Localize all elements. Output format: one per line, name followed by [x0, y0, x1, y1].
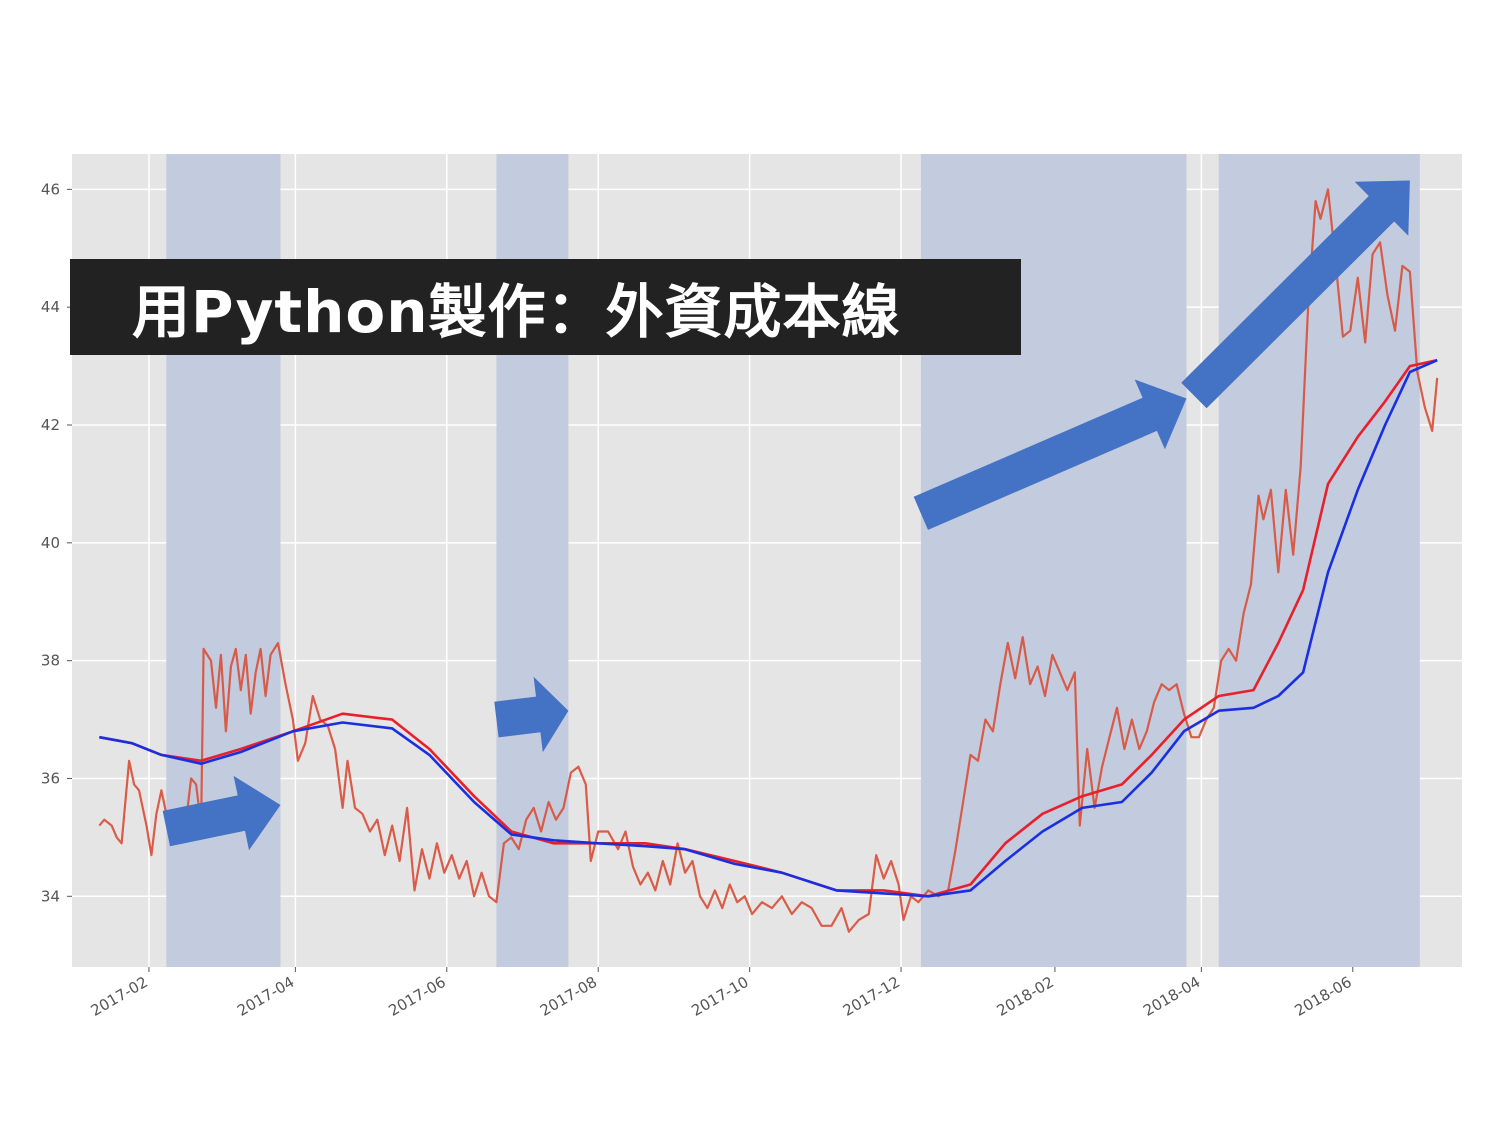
y-tick-label: 38: [41, 652, 60, 670]
x-tick-label: 2017-10: [688, 973, 751, 1020]
y-tick-label: 46: [41, 180, 60, 198]
x-tick-label: 2017-04: [234, 973, 297, 1020]
trend-arrow: [913, 379, 1187, 530]
banner-title: 用Python製作：外資成本線: [132, 278, 901, 346]
trend-arrows: [162, 180, 1410, 851]
x-tick-label: 2017-06: [386, 973, 449, 1020]
x-tick-label: 2017-08: [537, 973, 600, 1020]
y-tick-label: 40: [41, 534, 60, 552]
x-tick-label: 2017-12: [840, 973, 903, 1020]
series-line-cost-blue: [99, 359, 1438, 898]
title-banner: 用Python製作：外資成本線: [70, 259, 1021, 355]
x-tick-label: 2018-06: [1291, 973, 1354, 1020]
y-tick-label: 44: [41, 298, 60, 316]
trend-arrow: [494, 676, 569, 753]
series-line-cost-red: [99, 358, 1438, 898]
x-tick-label: 2018-02: [994, 973, 1057, 1020]
x-axis-ticks: 2017-02 2017-04 2017-06 2017-08 2017-10 2017-…: [88, 967, 1355, 1020]
x-tick-label: 2018-04: [1140, 973, 1203, 1020]
y-tick-label: 36: [41, 769, 60, 787]
series-lines: [98, 188, 1439, 933]
y-tick-label: 34: [41, 887, 60, 905]
trend-arrow: [162, 775, 281, 851]
y-tick-label: 42: [41, 416, 60, 434]
trend-arrow: [1181, 180, 1410, 409]
x-tick-label: 2017-02: [88, 973, 151, 1020]
y-axis-ticks: 34 36 38 40 42 44 46: [41, 180, 72, 905]
